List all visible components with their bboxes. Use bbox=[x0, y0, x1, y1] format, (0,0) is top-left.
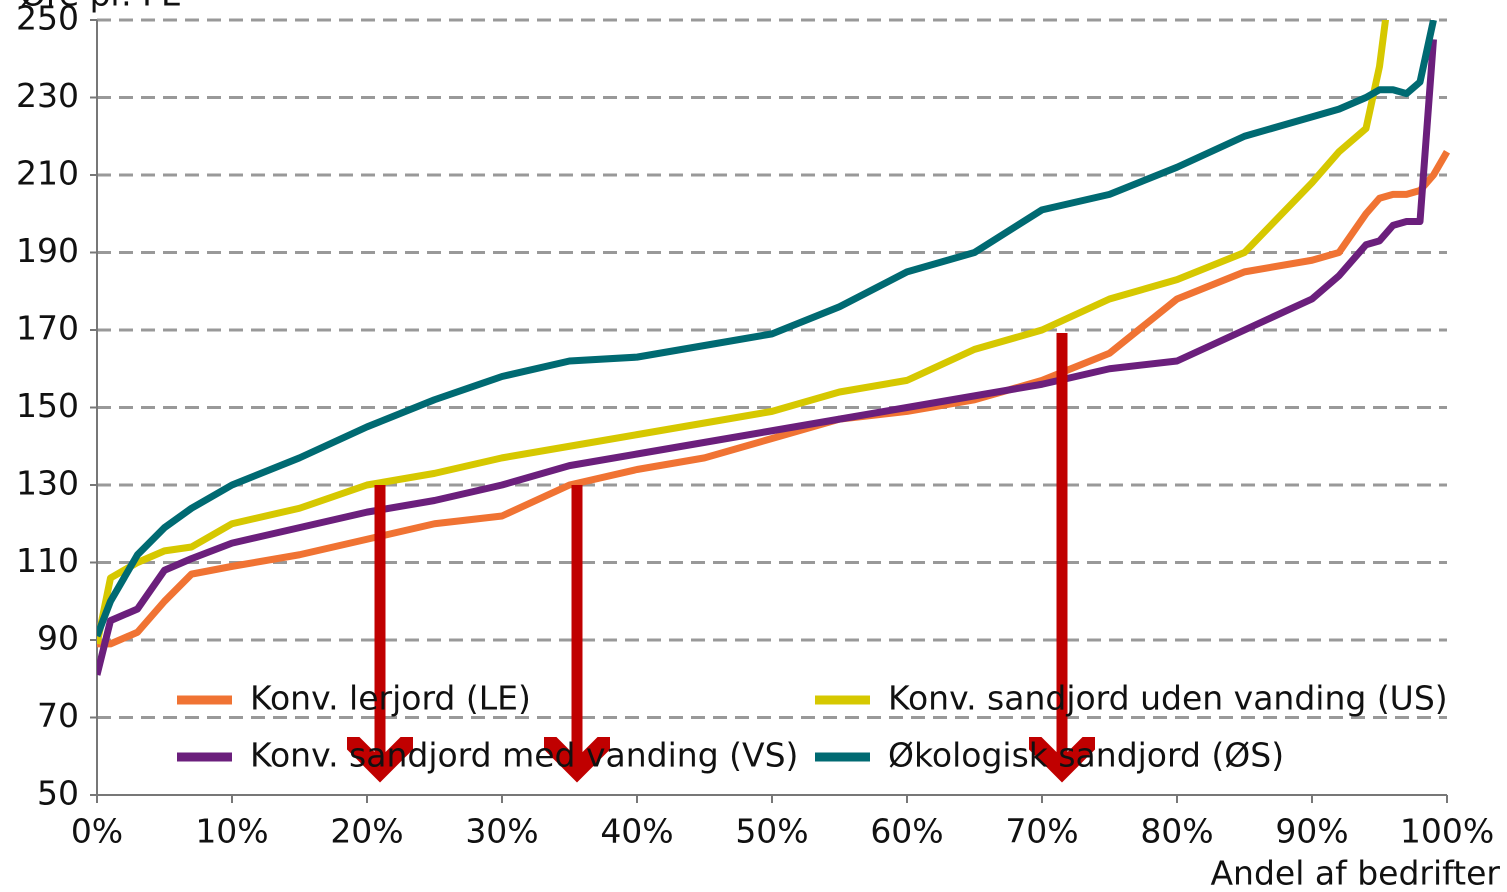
series-line bbox=[97, 20, 1437, 638]
y-tick-label: 150 bbox=[16, 386, 79, 425]
x-tick-label: 60% bbox=[870, 812, 943, 851]
y-tick-label: 130 bbox=[16, 464, 79, 503]
arrows bbox=[380, 333, 1062, 770]
y-tick-label: 230 bbox=[16, 76, 79, 115]
y-tick-label: 190 bbox=[16, 231, 79, 270]
y-tick-label: 210 bbox=[16, 154, 79, 193]
x-tick-label: 20% bbox=[330, 812, 403, 851]
legend-label: Konv. sandjord uden vanding (US) bbox=[888, 679, 1448, 718]
x-tick-label: 90% bbox=[1275, 812, 1348, 851]
x-tick-label: 0% bbox=[71, 812, 123, 851]
series-line bbox=[97, 20, 1390, 645]
series-line bbox=[97, 39, 1437, 676]
y-tick-label: 70 bbox=[37, 696, 79, 735]
legend-label: Konv. sandjord med vanding (VS) bbox=[250, 736, 798, 775]
y-tick-label: 50 bbox=[37, 774, 79, 813]
y-tick-label: 170 bbox=[16, 309, 79, 348]
y-tick-label: 110 bbox=[16, 541, 79, 580]
x-tick-label: 70% bbox=[1005, 812, 1078, 851]
x-tick-label: 10% bbox=[195, 812, 268, 851]
legend-label: Økologisk sandjord (ØS) bbox=[888, 736, 1284, 775]
y-tick-label: 90 bbox=[37, 619, 79, 658]
x-axis-label: Andel af bedrifter bbox=[1210, 854, 1500, 892]
series-line bbox=[97, 149, 1451, 648]
y-tick-label: 250 bbox=[16, 0, 79, 38]
x-tick-label: 50% bbox=[735, 812, 808, 851]
y-axis-label: Øre pr. FE bbox=[20, 0, 182, 14]
legend-label: Konv. lerjord (LE) bbox=[250, 679, 531, 718]
x-tick-label: 80% bbox=[1140, 812, 1213, 851]
x-tick-label: 100% bbox=[1400, 812, 1494, 851]
x-tick-label: 40% bbox=[600, 812, 673, 851]
x-tick-label: 30% bbox=[465, 812, 538, 851]
